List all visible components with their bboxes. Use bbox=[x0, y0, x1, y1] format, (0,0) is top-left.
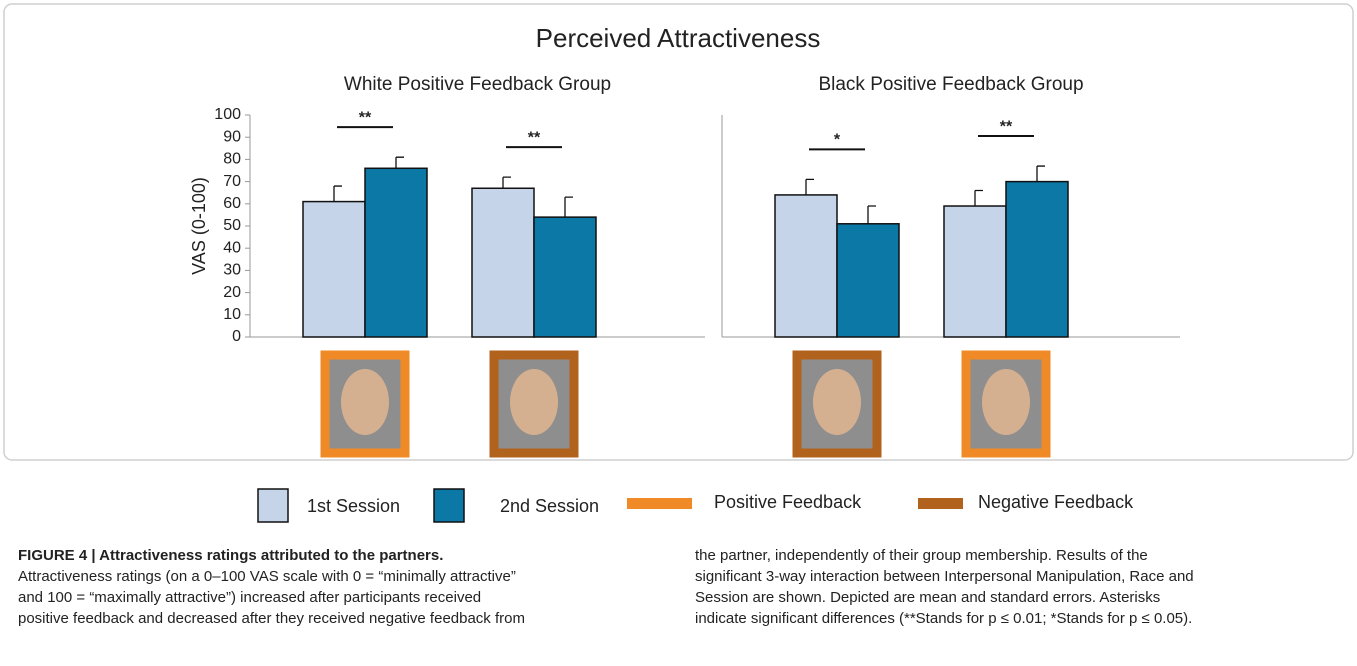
legend-swatch bbox=[918, 498, 963, 509]
legend-swatch bbox=[434, 489, 464, 522]
y-tick-label: 40 bbox=[223, 239, 241, 256]
page: Perceived Attractiveness FIGURE 4 | Attr… bbox=[0, 0, 1357, 666]
legend-swatch bbox=[627, 498, 692, 509]
significance-stars: ** bbox=[528, 129, 541, 146]
y-tick-label: 30 bbox=[223, 262, 241, 279]
bar bbox=[775, 195, 837, 337]
legend-swatch bbox=[258, 489, 288, 522]
bar bbox=[303, 202, 365, 337]
caption-line: significant 3-way interaction between In… bbox=[695, 568, 1194, 585]
error-bar bbox=[334, 186, 342, 202]
caption-line: Attractiveness ratings (on a 0–100 VAS s… bbox=[18, 568, 516, 585]
bar bbox=[472, 188, 534, 337]
legend-label: Positive Feedback bbox=[714, 492, 862, 512]
figure: Perceived Attractiveness FIGURE 4 | Attr… bbox=[0, 0, 1357, 666]
y-tick-label: 60 bbox=[223, 195, 241, 212]
y-tick-label: 10 bbox=[223, 306, 241, 323]
error-bar bbox=[1037, 166, 1045, 182]
panel-subtitle: White Positive Feedback Group bbox=[344, 74, 611, 95]
bar bbox=[944, 206, 1006, 337]
significance-stars: ** bbox=[359, 109, 372, 126]
error-bar bbox=[503, 177, 511, 188]
legend-label: Negative Feedback bbox=[978, 492, 1134, 512]
face bbox=[510, 369, 558, 435]
bar bbox=[365, 168, 427, 337]
bar bbox=[534, 217, 596, 337]
legend-label: 2nd Session bbox=[500, 496, 599, 516]
legend-label: 1st Session bbox=[307, 496, 400, 516]
y-tick-label: 80 bbox=[223, 151, 241, 168]
panel-subtitle: Black Positive Feedback Group bbox=[818, 74, 1083, 95]
y-tick-label: 50 bbox=[223, 217, 241, 234]
error-bar bbox=[396, 157, 404, 168]
caption-title: FIGURE 4 | Attractiveness ratings attrib… bbox=[18, 547, 443, 564]
significance-stars: ** bbox=[1000, 118, 1013, 135]
y-tick-label: 0 bbox=[232, 328, 241, 345]
error-bar bbox=[806, 179, 814, 195]
caption-line: Session are shown. Depicted are mean and… bbox=[695, 589, 1160, 606]
face bbox=[341, 369, 389, 435]
y-tick-label: 70 bbox=[223, 173, 241, 190]
y-axis-label: VAS (0-100) bbox=[189, 177, 209, 275]
significance-stars: * bbox=[834, 132, 841, 149]
face bbox=[982, 369, 1030, 435]
y-tick-label: 20 bbox=[223, 284, 241, 301]
bar bbox=[837, 224, 899, 337]
figure-title: Perceived Attractiveness bbox=[536, 23, 821, 53]
face bbox=[813, 369, 861, 435]
caption-line: and 100 = “maximally attractive”) increa… bbox=[18, 589, 481, 606]
y-tick-label: 100 bbox=[214, 106, 241, 123]
error-bar bbox=[565, 197, 573, 217]
y-tick-label: 90 bbox=[223, 128, 241, 145]
caption-line: positive feedback and decreased after th… bbox=[18, 610, 525, 627]
caption-line: the partner, independently of their grou… bbox=[695, 547, 1148, 564]
error-bar bbox=[868, 206, 876, 224]
error-bar bbox=[975, 190, 983, 206]
caption-line: indicate significant differences (**Stan… bbox=[695, 610, 1192, 627]
bar bbox=[1006, 182, 1068, 337]
